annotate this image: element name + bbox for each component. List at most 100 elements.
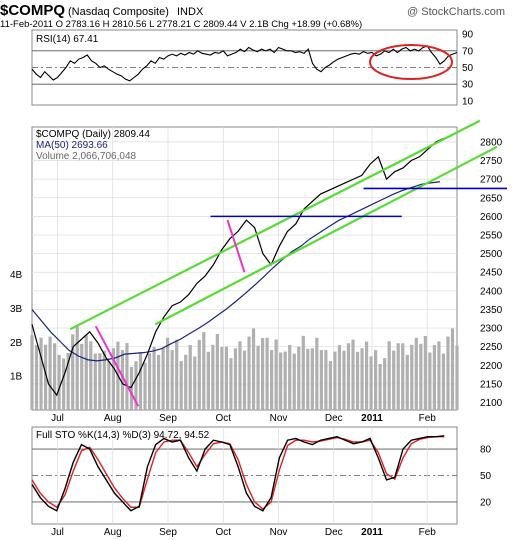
sto-x-tick-label: Nov (270, 527, 288, 538)
volume-bar (138, 352, 143, 410)
trend-break-line (226, 219, 246, 273)
volume-bar (84, 335, 88, 410)
volume-bar (184, 354, 188, 410)
volume-bar (43, 344, 48, 410)
price-tick-label: 2450 (480, 268, 503, 279)
volume-bar (125, 343, 129, 410)
sto-tick-label: 80 (480, 445, 492, 456)
rsi-circle-annotation (369, 44, 453, 80)
volume-bar (360, 348, 364, 410)
sto-tick-label: 20 (480, 497, 492, 508)
sto-legend: Full STO %K(14,3) %D(3) 94.72, 94.52 (36, 430, 210, 441)
chart-source: @ StockCharts.com (407, 6, 505, 18)
volume-bar (423, 336, 427, 410)
volume-bar (315, 337, 319, 410)
volume-bar (270, 350, 274, 410)
volume-bar (98, 353, 102, 410)
volume-bar (147, 353, 152, 410)
price-x-tick-label: Sep (159, 413, 177, 424)
volume-bar (206, 351, 210, 410)
volume-bar (260, 337, 265, 410)
rsi-legend: RSI(14) 67.41 (36, 34, 99, 45)
price-tick-label: 2150 (480, 379, 503, 390)
volume-bar (256, 345, 260, 410)
volume-tick-label: 3B (10, 304, 23, 315)
trend-break-line (94, 325, 140, 407)
volume-bar (215, 334, 219, 410)
price-x-tick-label: Dec (325, 413, 343, 424)
channel-upper-line (69, 119, 481, 331)
volume-bar (111, 348, 115, 410)
volume-bar (351, 339, 355, 410)
sto-x-tick-label: Oct (215, 527, 231, 538)
volume-bar (156, 354, 161, 410)
sto-x-tick-label: Jul (51, 527, 64, 538)
volume-bar (292, 353, 296, 410)
sto-x-tick-label: Aug (104, 527, 122, 538)
price-tick-label: 2250 (480, 342, 503, 353)
rsi-tick-label: 10 (462, 96, 474, 107)
rsi-tick-label: 50 (462, 63, 474, 74)
volume-bar (301, 335, 305, 410)
volume-legend: Volume 2,066,706,048 (36, 151, 137, 162)
volume-bar (53, 343, 57, 410)
volume-bar (306, 348, 310, 410)
volume-bar (355, 351, 360, 410)
volume-tick-label: 1B (10, 372, 23, 383)
volume-bar (437, 341, 441, 410)
volume-tick-label: 2B (10, 338, 23, 349)
volume-bar (224, 346, 229, 410)
volume-bar (432, 345, 436, 410)
rsi-tick-label: 90 (462, 30, 474, 41)
volume-bar (247, 336, 251, 410)
volume-bar (450, 328, 455, 410)
price-tick-label: 2750 (480, 156, 503, 167)
price-panel: 2800 2750 2700 2650 2600 2550 2500 2450 2400 2350… (10, 119, 507, 424)
rsi-line (31, 45, 458, 82)
channel-lower-line (154, 145, 498, 326)
volume-bar (288, 344, 292, 410)
volume-bar (39, 337, 43, 410)
volume-bar (166, 337, 170, 410)
volume-bar (283, 351, 287, 410)
volume-bar (57, 354, 61, 410)
volume-bar (238, 341, 242, 410)
volume-bar (392, 350, 396, 410)
volume-bar (179, 361, 183, 410)
volume-bar (48, 336, 52, 410)
volume-bar (62, 358, 66, 410)
volume-bar (337, 344, 342, 410)
volume-bar (197, 339, 201, 410)
volume-bar (274, 339, 278, 410)
volume-bar (419, 343, 423, 410)
volume-bar (387, 341, 391, 410)
sto-x-tick-label: Dec (325, 527, 343, 538)
volume-bar (333, 351, 337, 410)
volume-bar (242, 350, 247, 410)
volume-bar (30, 335, 34, 410)
price-tick-label: 2200 (480, 361, 503, 372)
volume-bar (229, 358, 233, 410)
volume-bar (279, 352, 283, 410)
volume-bar (80, 343, 84, 410)
chart-symbol: $COMPQ (0, 2, 65, 19)
volume-bar (328, 361, 333, 410)
volume-bar (188, 344, 192, 410)
volume-bar (175, 339, 179, 410)
volume-bar (152, 346, 156, 410)
volume-bar (120, 350, 125, 410)
volume-bar (364, 341, 369, 410)
ma-legend: MA(50) 2693.66 (36, 140, 108, 151)
price-tick-label: 2400 (480, 286, 503, 297)
rsi-tick-label: 70 (462, 46, 474, 57)
price-tick-label: 2650 (480, 193, 503, 204)
volume-bar (89, 341, 93, 410)
volume-bar (374, 350, 378, 410)
sto-d-line (31, 436, 445, 510)
sto-x-tick-label: Feb (419, 527, 437, 538)
price-legend: $COMPQ (Daily) 2809.44 (36, 129, 150, 140)
volume-tick-label: 4B (10, 270, 23, 281)
volume-bar (211, 344, 215, 410)
price-x-tick-label: 2011 (361, 413, 383, 424)
volume-bar (71, 334, 75, 410)
